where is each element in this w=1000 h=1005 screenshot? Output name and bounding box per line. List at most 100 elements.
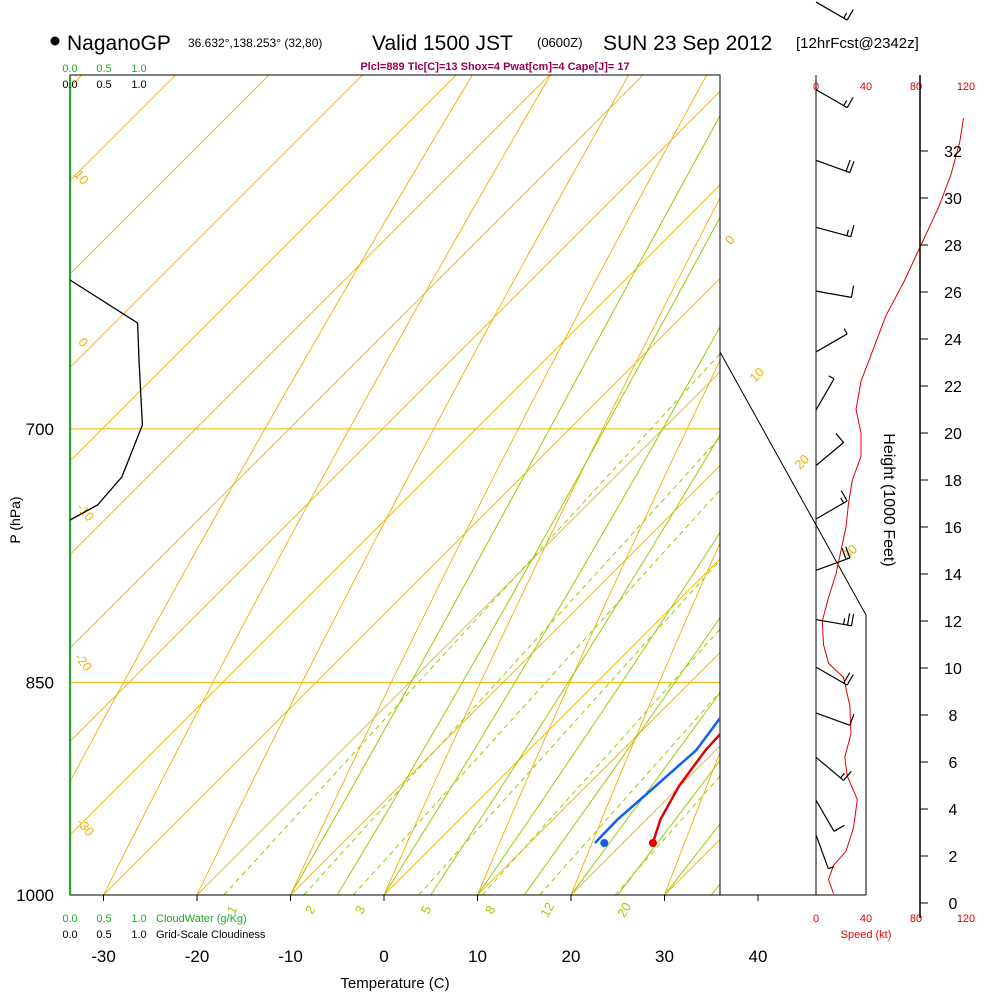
barb-full xyxy=(851,225,854,237)
temperature-axis-label: Temperature (C) xyxy=(340,975,449,992)
barb-full xyxy=(851,286,853,298)
pressure-tick-label: 1000 xyxy=(16,886,54,905)
pressure-tick-label: 850 xyxy=(26,674,54,693)
station-coords: 36.632°,138.253° (32,80) xyxy=(188,36,322,50)
cw-tick-top-0: 0.0 xyxy=(62,63,77,75)
wind-barb xyxy=(816,835,834,869)
cl-tick-bot-0: 0.0 xyxy=(62,929,77,941)
surface-dewpoint-marker xyxy=(600,839,608,847)
cloudwater-label: CloudWater (g/Kg) xyxy=(156,913,247,925)
barb-staff xyxy=(816,2,847,20)
height-tick-label: 28 xyxy=(944,238,962,255)
wind-barb xyxy=(816,376,834,410)
isotherm-line xyxy=(758,0,1000,895)
cloud-panel: 0.0 0.5 1.0 0.0 0.5 1.0 0.0 0.5 1.0 Clou… xyxy=(62,63,266,941)
barb-staff xyxy=(816,800,834,831)
temperature-tick-label: 20 xyxy=(562,947,581,966)
barb-staff xyxy=(816,379,834,410)
thermo-grid xyxy=(0,0,1000,959)
height-tick-label: 26 xyxy=(944,285,962,302)
temperature-tick-label: 40 xyxy=(749,947,768,966)
cw-tick-top-1: 0.5 xyxy=(96,63,111,75)
temperature-tick-label: 30 xyxy=(655,947,674,966)
isotherm-line xyxy=(10,0,1000,895)
valid-date: SUN 23 Sep 2012 xyxy=(603,32,772,55)
height-tick-label: 14 xyxy=(944,567,962,584)
wind-barb xyxy=(816,613,854,626)
forecast-label: [12hrFcst@2342z] xyxy=(796,35,919,52)
temperature-tick-label: -10 xyxy=(278,947,303,966)
isotherm-line xyxy=(478,0,1000,895)
barb-staff xyxy=(816,757,844,780)
barb-staff xyxy=(816,334,847,352)
barb-full xyxy=(846,160,850,171)
mixing-ratio-line xyxy=(615,0,1000,895)
station-name: NaganoGP xyxy=(67,32,171,55)
isotherm-line xyxy=(0,0,1000,895)
height-tick-label: 22 xyxy=(944,379,962,396)
dry-adiabat-label: 10 xyxy=(71,167,92,188)
barb-full xyxy=(834,825,844,831)
pressure-tick-label: 700 xyxy=(26,420,54,439)
barb-full xyxy=(850,161,854,172)
barb-full xyxy=(836,433,844,442)
speed-tick-bottom: 40 xyxy=(860,913,872,925)
barb-half xyxy=(844,100,847,105)
dry-adiabat-label: 0 xyxy=(722,232,738,248)
barb-half xyxy=(844,329,847,334)
barb-staff xyxy=(816,620,851,626)
mixing-ratio-line xyxy=(540,0,1000,895)
barb-staff xyxy=(816,835,828,869)
barb-staff xyxy=(816,713,850,725)
barb-half xyxy=(844,13,847,18)
cl-tick-top-0: 0.0 xyxy=(62,79,77,91)
height-tick-label: 12 xyxy=(944,614,962,631)
moist-adiabat xyxy=(384,0,1000,895)
height-tick-label: 8 xyxy=(949,708,958,725)
height-tick-label: 10 xyxy=(944,661,962,678)
barb-staff xyxy=(816,291,851,297)
isotherm-line xyxy=(0,0,1000,895)
valid-zulu: (0600Z) xyxy=(537,35,583,50)
dry-adiabat xyxy=(356,0,1000,959)
height-tick-label: 20 xyxy=(944,426,962,443)
height-tick-label: 4 xyxy=(949,802,958,819)
speed-axis-label: Speed (kt) xyxy=(841,929,892,941)
barb-staff xyxy=(816,160,850,172)
lifted-parcel-line xyxy=(930,332,1000,510)
moist-adiabat xyxy=(478,0,1000,895)
dry-adiabat xyxy=(546,0,1000,959)
wind-barb xyxy=(816,713,854,725)
height-tick-label: 18 xyxy=(944,473,962,490)
header: NaganoGP 36.632°,138.253° (32,80) Valid … xyxy=(51,32,919,73)
mixing-ratio-label: 2 xyxy=(302,903,319,917)
speed-tick-top: 120 xyxy=(957,81,975,93)
pressure-axis-label: P (hPa) xyxy=(7,496,23,543)
isotherm-line xyxy=(384,0,1000,895)
parcel-params: Plcl=889 Tlc[C]=13 Shox=4 Pwat[cm]=4 Cap… xyxy=(360,61,629,73)
height-tick-label: 24 xyxy=(944,332,962,349)
dry-adiabat-label: 10 xyxy=(746,364,767,385)
barb-half xyxy=(847,230,849,236)
barb-full xyxy=(851,614,853,626)
wind-barb xyxy=(816,433,844,465)
pressure-axis: 2503004005007008501000 xyxy=(16,0,54,905)
height-tick-label: 0 xyxy=(949,896,958,913)
speed-tick-top: 40 xyxy=(860,81,872,93)
barb-full xyxy=(847,10,853,20)
moist-adiabat xyxy=(571,0,1000,895)
barb-staff xyxy=(816,501,847,519)
surface-temperature-marker xyxy=(649,839,657,847)
isotherm-line xyxy=(0,0,1000,895)
moist-adiabat xyxy=(618,0,1000,895)
barb-staff xyxy=(816,443,844,466)
isotherm-line xyxy=(0,0,1000,895)
mixing-ratio-label: 20 xyxy=(614,900,634,920)
wind-barb xyxy=(816,329,847,352)
wind-barb xyxy=(816,286,854,298)
dry-adiabat-label: -30 xyxy=(74,815,98,839)
cl-tick-bot-2: 1.0 xyxy=(131,929,146,941)
